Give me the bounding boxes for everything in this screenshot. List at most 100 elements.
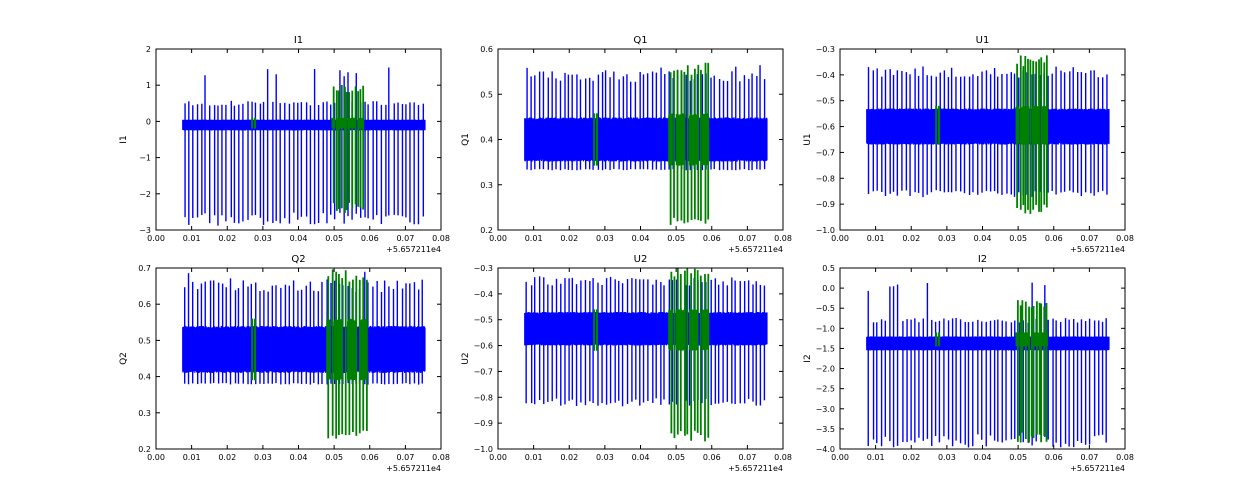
x-tick-label: 0.08 <box>432 453 450 462</box>
x-tick-label: 0.05 <box>1009 453 1027 462</box>
y-tick-label: −0.4 <box>474 290 493 299</box>
series-blue <box>866 66 1110 198</box>
x-tick-label: 0.08 <box>1116 453 1134 462</box>
y-tick-label: −1.5 <box>816 344 835 353</box>
x-tick-label: 0.07 <box>396 234 414 243</box>
series-blue <box>866 282 1110 448</box>
cluster-mark <box>251 318 257 381</box>
x-tick-label: 0.06 <box>1045 234 1063 243</box>
x-tick-label: 0.04 <box>974 453 992 462</box>
series-green <box>251 85 365 213</box>
subplot-u1: 0.00 0.01 0.02 0.03 0.04 0.05 0.06 0.07 0.08 −1.0… <box>803 35 1134 254</box>
y-tick-label: 0.7 <box>138 264 151 273</box>
plot-area <box>182 67 426 226</box>
subplot-q2: 0.00 0.01 0.02 0.03 0.04 0.05 0.06 0.07 0.08 0.2 0… <box>119 254 450 473</box>
x-tick-label: 0.03 <box>254 453 272 462</box>
x-tick-label: 0.04 <box>290 453 308 462</box>
x-tick-label: 0.02 <box>902 453 920 462</box>
x-tick-label: 0.07 <box>738 453 756 462</box>
x-tick-label: 0.00 <box>489 234 507 243</box>
y-tick-label: −0.9 <box>474 419 493 428</box>
y-tick-label: 0.2 <box>138 445 151 454</box>
x-offset-label: +5.657211e4 <box>386 464 441 473</box>
x-tick-label: 0.05 <box>325 453 343 462</box>
y-tick-label: 0.5 <box>480 90 493 99</box>
series-blue <box>524 65 768 171</box>
y-tick-label: −3 <box>139 226 151 235</box>
x-tick-label: 0.00 <box>147 234 165 243</box>
series-blue <box>182 271 426 385</box>
y-tick-label: −0.3 <box>474 264 493 273</box>
y-axis-label: U2 <box>461 352 471 364</box>
y-tick-label: 2 <box>146 45 151 54</box>
x-tick-label: 0.00 <box>831 453 849 462</box>
y-tick-label: −0.9 <box>816 200 835 209</box>
x-tick-label: 0.00 <box>147 453 165 462</box>
x-offset-label: +5.657211e4 <box>1070 245 1125 254</box>
y-tick-label: −0.3 <box>816 45 835 54</box>
plot-area <box>524 62 768 225</box>
cluster-mark <box>935 332 941 347</box>
y-tick-label: −0.5 <box>816 97 835 106</box>
series-green <box>251 269 368 439</box>
y-tick-label: −0.8 <box>816 174 835 183</box>
y-tick-label: −2.5 <box>816 385 835 394</box>
x-tick-label: 0.01 <box>867 453 885 462</box>
panel-title: Q2 <box>291 254 305 265</box>
x-tick-label: 0.05 <box>1009 234 1027 243</box>
series-green <box>935 300 1048 443</box>
y-tick-label: −2 <box>139 190 151 199</box>
series-blue <box>524 276 768 407</box>
y-tick-label: 1 <box>146 81 151 90</box>
y-tick-label: 0 <box>146 117 151 126</box>
x-tick-label: 0.04 <box>974 234 992 243</box>
axes-frame <box>839 267 1126 450</box>
x-tick-label: 0.01 <box>183 234 201 243</box>
y-tick-label: −3.5 <box>816 425 835 434</box>
plot-area <box>182 269 426 439</box>
y-tick-label: −1.0 <box>816 324 835 333</box>
x-tick-label: 0.06 <box>703 453 721 462</box>
plot-area <box>866 282 1110 448</box>
x-tick-label: 0.01 <box>183 453 201 462</box>
x-tick-label: 0.02 <box>902 234 920 243</box>
y-tick-label: −0.7 <box>474 367 493 376</box>
x-tick-label: 0.08 <box>1116 234 1134 243</box>
x-tick-label: 0.03 <box>596 234 614 243</box>
x-tick-label: 0.02 <box>218 453 236 462</box>
y-tick-label: −1.0 <box>474 445 493 454</box>
series-green <box>593 62 710 225</box>
x-tick-label: 0.06 <box>361 453 379 462</box>
y-tick-label: 0.3 <box>138 409 151 418</box>
panel-title: I2 <box>978 254 987 265</box>
x-tick-label: 0.02 <box>218 234 236 243</box>
x-tick-label: 0.05 <box>325 234 343 243</box>
x-offset-label: +5.657211e4 <box>728 245 783 254</box>
y-tick-label: 0.3 <box>480 181 493 190</box>
x-tick-label: 0.07 <box>1080 453 1098 462</box>
x-tick-label: 0.01 <box>525 453 543 462</box>
y-tick-label: −0.7 <box>816 148 835 157</box>
y-axis-label: U1 <box>803 133 813 145</box>
y-tick-label: 0.5 <box>138 336 151 345</box>
cluster-mark <box>935 105 941 145</box>
panel-title: I1 <box>294 35 303 46</box>
y-tick-label: −0.5 <box>474 316 493 325</box>
x-tick-label: 0.06 <box>1045 453 1063 462</box>
x-tick-label: 0.03 <box>254 234 272 243</box>
x-offset-label: +5.657211e4 <box>1070 464 1125 473</box>
y-tick-label: −2.0 <box>816 365 835 374</box>
x-tick-label: 0.07 <box>396 453 414 462</box>
y-tick-label: 0.6 <box>480 45 493 54</box>
x-tick-label: 0.04 <box>290 234 308 243</box>
y-tick-label: −3.0 <box>816 405 835 414</box>
y-tick-label: −0.8 <box>474 393 493 402</box>
series-green <box>935 55 1048 214</box>
y-axis-label: I1 <box>119 135 129 143</box>
y-tick-label: −1.0 <box>816 226 835 235</box>
plot-area <box>866 55 1110 214</box>
y-tick-label: 0.0 <box>822 284 835 293</box>
subplot-q1: 0.00 0.01 0.02 0.03 0.04 0.05 0.06 0.07 0.08 0.2 0… <box>461 35 792 254</box>
y-axis-label: Q1 <box>461 133 471 146</box>
